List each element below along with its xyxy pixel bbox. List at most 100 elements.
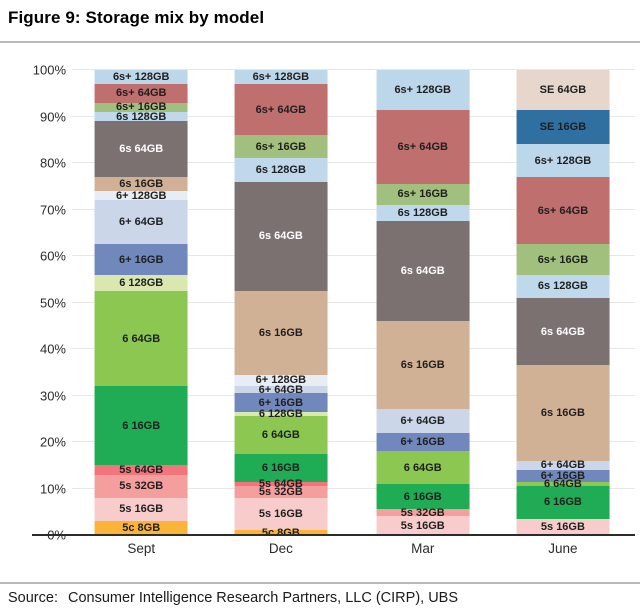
bar-segment: 6s+ 128GB [234, 70, 328, 85]
bar-segment: 6+ 64GB [516, 459, 610, 472]
segment-label: 6+ 16GB [258, 396, 304, 409]
top-divider [0, 41, 640, 43]
gridline [72, 162, 635, 163]
segment-label: 6s 64GB [258, 230, 303, 243]
bar-segment: 6s 64GB [94, 121, 188, 178]
bar-segment: 6s+ 16GB [234, 135, 328, 159]
segment-label: 5s 16GB [258, 508, 303, 521]
bar-segment: 6s 64GB [516, 297, 610, 366]
bar-segment: 6s 16GB [94, 177, 188, 191]
segment-label: 6+ 64GB [540, 459, 586, 472]
gridline [72, 208, 635, 210]
source-line: Source: Consumer Intelligence Research P… [8, 590, 458, 606]
segment-label: 6+ 16GB [400, 436, 445, 449]
segment-label: 6s+ 128GB [534, 154, 592, 167]
bar-segment: 6 16GB [516, 486, 610, 519]
stacked-bar-dec: 5c 8GB 5s 16GB 5s 32GB 5s 64GB 6 16GB 6 64GB 6… [234, 70, 328, 539]
segment-label: 6s 128GB [116, 110, 167, 123]
bar-segment: 6 128GB [234, 408, 328, 420]
segment-label: 6s 16GB [540, 406, 585, 419]
bar-segment: 6s 64GB [376, 221, 470, 322]
segment-label: 6s 64GB [540, 325, 585, 338]
y-tick-label: 70% [39, 202, 66, 217]
figure-title: Figure 9: Storage mix by model [8, 8, 265, 27]
segment-label: 6s+ 16GB [255, 140, 307, 153]
bar-segment: 6s+ 64GB [234, 84, 328, 136]
segment-label: 6+ 128GB [116, 189, 167, 202]
bar-segment: 6 16GB [94, 386, 188, 466]
segment-label: 6 128GB [119, 276, 164, 289]
bar-segment: 6 64GB [516, 478, 610, 490]
segment-label: 6+ 128GB [255, 374, 307, 387]
segment-label: 6s+ 16GB [116, 101, 167, 114]
segment-label: 6s+ 128GB [112, 71, 170, 84]
bar-segment: 5s 32GB [376, 507, 470, 519]
segment-label: 5s 64GB [119, 463, 164, 476]
segment-label: 6 16GB [403, 490, 442, 503]
bar-segment: 6s+ 64GB [516, 177, 610, 245]
bar-segment: 6s 64GB [234, 181, 328, 291]
segment-label: 6s 128GB [255, 164, 306, 177]
segment-label: 6+ 16GB [119, 253, 164, 266]
bar-segment: 6+ 64GB [234, 384, 328, 396]
bar-segment: 6 128GB [94, 274, 188, 291]
bar-segment: 6s+ 64GB [376, 109, 470, 184]
gridline [72, 301, 635, 303]
y-tick-label: 50% [39, 295, 66, 310]
segment-label: 5s 32GB [258, 486, 303, 498]
segment-label: 6s 64GB [400, 265, 445, 278]
bar-segment: 6s+ 16GB [376, 183, 470, 205]
segment-label: 6s+ 64GB [537, 204, 589, 217]
segment-label: 5s 16GB [400, 519, 445, 532]
bar-segment: 6 16GB [376, 483, 470, 510]
bar-segment: 6s+ 128GB [516, 144, 610, 177]
y-tick-label: 100% [32, 62, 66, 78]
segment-label: 6s+ 128GB [252, 71, 310, 84]
bottom-divider [0, 582, 640, 584]
bar-segment: 6+ 64GB [376, 409, 470, 433]
bar-segment: 5s 16GB [234, 497, 328, 531]
bar-segment: 6s 16GB [234, 290, 328, 375]
x-tick-label: Dec [268, 541, 293, 556]
gridline [72, 255, 635, 256]
segment-label: 6 16GB [122, 419, 161, 432]
segment-label: 6 64GB [403, 461, 442, 474]
y-axis-labels: 0%10%20%30%40%50%60%70%80%90%100% [22, 63, 66, 543]
segment-label: 6s 64GB [119, 143, 164, 156]
stacked-bar-june: 5s 16GB 6 16GB 6 64GB 6+ 16GB 6+ 64GB 6s 16GB… [516, 70, 610, 535]
bar-segment: SE 64GB [516, 70, 610, 110]
segment-label: 5c 8GB [122, 522, 161, 535]
x-tick-label: Sept [127, 541, 156, 556]
bar-segment: 6s+ 128GB [376, 70, 470, 110]
x-tick-label: June [548, 541, 578, 556]
segment-label: 6s 16GB [400, 359, 445, 372]
segment-label: 5s 16GB [119, 503, 164, 516]
segment-label: 6 16GB [261, 461, 300, 474]
bar-segment: 6s+ 128GB [94, 70, 188, 85]
y-tick-label: 20% [39, 434, 66, 450]
bar-segment: 6s 128GB [376, 204, 470, 222]
bar-segment: 5s 16GB [376, 516, 470, 535]
bar-segment: 5s 32GB [94, 474, 188, 498]
gridline [72, 69, 635, 70]
segment-label: 6+ 64GB [119, 216, 164, 229]
bar-segment: 5s 64GB [234, 478, 328, 490]
segment-label: 6s+ 64GB [116, 87, 167, 100]
bar-segment: 6 64GB [94, 290, 188, 387]
bar-segment: 6+ 128GB [234, 374, 328, 387]
bar-segment: 6s 16GB [516, 365, 610, 461]
bar-segment: 6+ 16GB [376, 432, 470, 452]
segment-label: 6+ 16GB [540, 469, 586, 482]
segment-label: 5s 16GB [540, 520, 585, 533]
stacked-bar-mar: 5s 16GB 5s 32GB 6 16GB 6 64GB 6+ 16GB 6+ 64GB… [376, 70, 470, 535]
segment-label: 6s+ 64GB [397, 140, 448, 153]
bar-segment: 6s 128GB [516, 274, 610, 298]
bar-segment: 5s 32GB [234, 486, 328, 498]
segment-label: 6s+ 16GB [397, 188, 448, 201]
stacked-bar-sept: 5c 8GB 5s 16GB 5s 32GB 5s 64GB 6 16GB 6 64GB 6… [94, 70, 188, 535]
x-axis-labels: Sept Dec Mar June [72, 541, 635, 561]
bar-segment: 6s+ 16GB [516, 244, 610, 275]
plot-area: 5c 8GB 5s 16GB 5s 32GB 5s 64GB 6 16GB 6 64GB 6… [32, 69, 635, 539]
segment-label: 6s 16GB [258, 326, 303, 339]
